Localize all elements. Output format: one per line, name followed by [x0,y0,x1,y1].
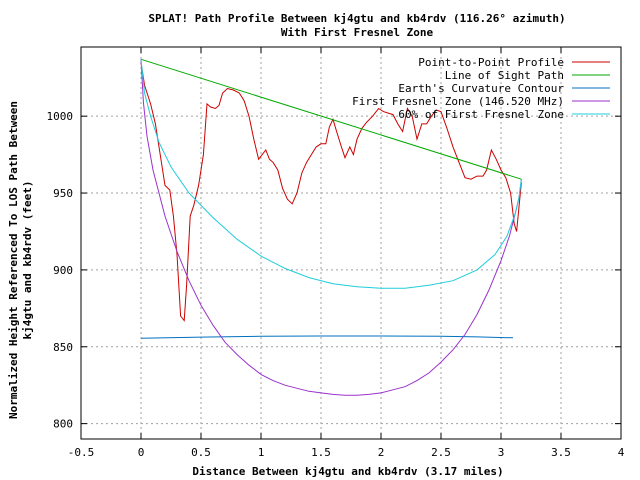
series-line-1 [140,62,522,322]
x-tick-label: 0.5 [191,446,211,459]
x-axis-label: Distance Between kj4gtu and kb4rdv (3.17… [192,465,503,478]
x-tick-label: 1 [258,446,265,459]
legend-label-5: 60% of First Fresnel Zone [398,108,564,121]
x-tick-label: 1.5 [311,446,331,459]
y-tick-label: 850 [53,341,73,354]
x-tick-label: 0 [138,446,145,459]
chart-subtitle: With First Fresnel Zone [281,26,434,39]
legend-label-1: Point-to-Point Profile [418,56,564,69]
legend-label-3: Earth's Curvature Contour [398,82,564,95]
x-tick-label: 3 [498,446,505,459]
series-line-4 [140,59,522,396]
y-axis-label-line2: kj4gtu and kb4rdv (feet) [21,181,34,340]
chart-title: SPLAT! Path Profile Between kj4gtu and k… [148,12,565,25]
x-tick-label: 3.5 [551,446,571,459]
y-tick-label: 800 [53,418,73,431]
plot-frame [80,46,622,440]
legend-label-2: Line of Sight Path [445,69,564,82]
x-tick-label: 2 [378,446,385,459]
series-line-3 [140,335,514,339]
y-axis-label-line1: Normalized Height Referenced To LOS Path… [7,101,20,419]
legend-label-4: First Fresnel Zone (146.520 MHz) [352,95,564,108]
series-lines [140,58,522,396]
x-tick-label: 4 [618,446,625,459]
series-line-5 [140,59,522,289]
y-tick-label: 1000 [47,110,74,123]
y-tick-label: 900 [53,264,73,277]
series-line-2 [140,58,522,180]
x-tick-label: 2.5 [431,446,451,459]
axis-ticks: -0.5 0 0.5 1 1.5 2 2.5 3 3.5 4 800 850 900 950 1000 [47,47,625,459]
x-tick-label: -0.5 [68,446,95,459]
y-tick-label: 950 [53,187,73,200]
